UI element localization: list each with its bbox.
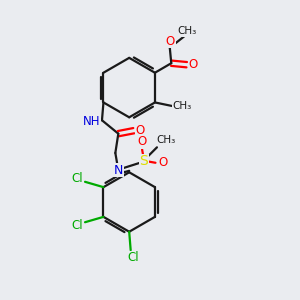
Text: Cl: Cl	[71, 172, 82, 185]
Text: O: O	[158, 156, 167, 169]
Text: Cl: Cl	[71, 219, 82, 232]
Text: S: S	[139, 154, 148, 168]
Text: CH₃: CH₃	[177, 26, 197, 36]
Text: N: N	[114, 164, 123, 177]
Text: CH₃: CH₃	[172, 101, 191, 111]
Text: O: O	[137, 136, 147, 148]
Text: O: O	[136, 124, 145, 137]
Text: Cl: Cl	[128, 251, 140, 264]
Text: CH₃: CH₃	[156, 135, 176, 145]
Text: O: O	[189, 58, 198, 71]
Text: O: O	[166, 35, 175, 48]
Text: NH: NH	[83, 115, 100, 128]
